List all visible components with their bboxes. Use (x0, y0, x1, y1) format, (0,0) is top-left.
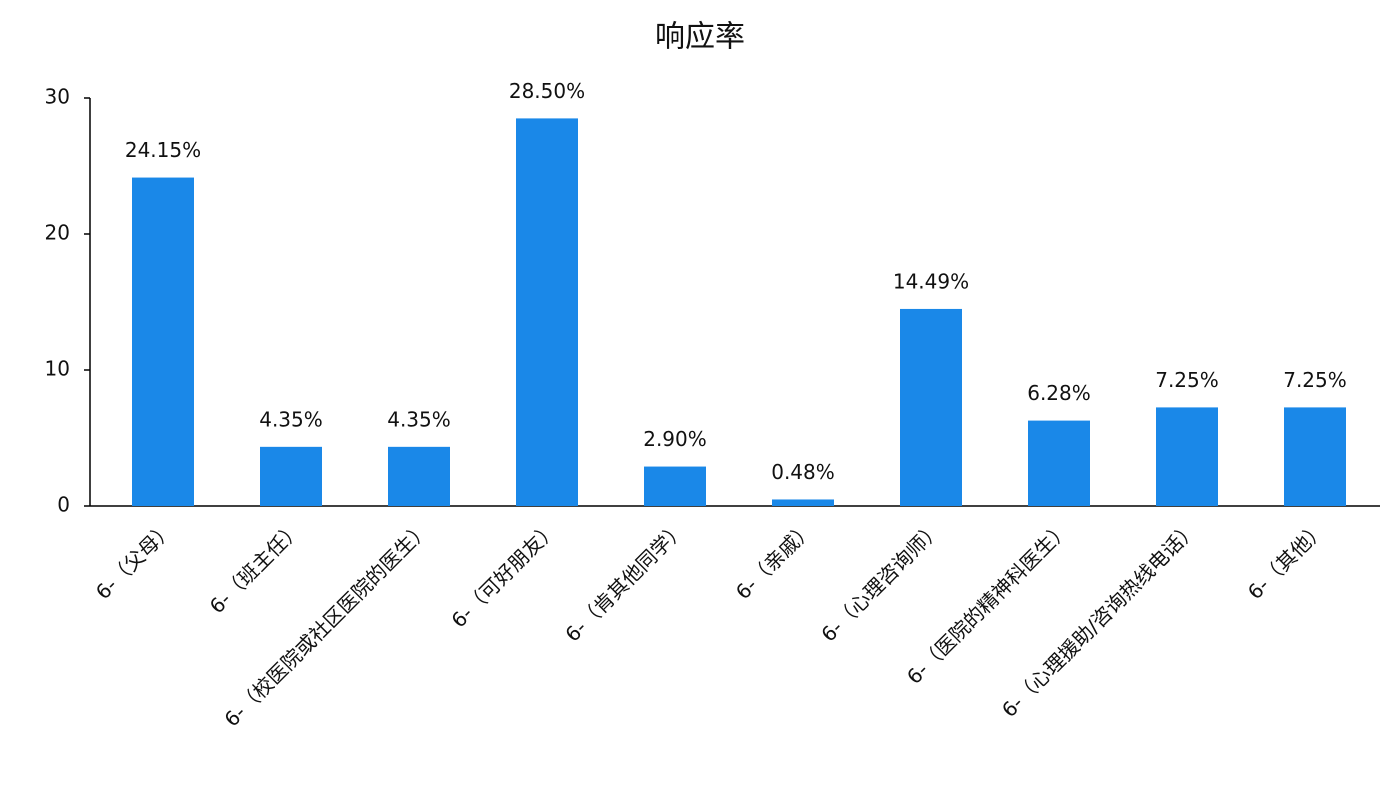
x-tick-label: 6-（父母） (91, 516, 179, 604)
x-tick-label: 6-（其他） (1243, 516, 1331, 604)
bar (260, 446, 322, 506)
value-label: 0.48% (771, 460, 835, 484)
bar (516, 118, 578, 507)
bar (1156, 407, 1218, 506)
chart-title: 响应率 (655, 20, 745, 55)
value-label: 4.35% (387, 407, 451, 431)
x-tick-label: 6-（肯其他同学） (560, 516, 690, 646)
value-label: 24.15% (125, 138, 201, 162)
y-tick-label: 20 (45, 221, 70, 245)
x-tick-label: 6-（校医院或社区医院的医生） (219, 516, 434, 731)
value-label: 4.35% (259, 407, 323, 431)
value-label: 28.50% (509, 79, 585, 103)
value-label: 6.28% (1027, 381, 1091, 405)
value-label: 2.90% (643, 427, 707, 451)
y-tick-label: 0 (57, 493, 70, 517)
x-tick-label: 6-（可好朋友） (446, 516, 562, 632)
x-tick-label: 6-（心理咨询师） (816, 516, 946, 646)
value-label: 7.25% (1283, 368, 1347, 392)
bar (388, 446, 450, 506)
y-tick-label: 30 (45, 85, 70, 109)
bar (644, 466, 706, 506)
x-tick-label: 6-（班主任） (205, 516, 307, 618)
value-label: 14.49% (893, 269, 969, 293)
bar (772, 499, 834, 506)
x-tick-label: 6-（亲戚） (731, 516, 819, 604)
bar (1028, 420, 1090, 506)
y-tick-label: 10 (45, 357, 70, 381)
value-label: 7.25% (1155, 368, 1219, 392)
bar (132, 177, 194, 506)
bar (1284, 407, 1346, 506)
bar (900, 308, 962, 506)
